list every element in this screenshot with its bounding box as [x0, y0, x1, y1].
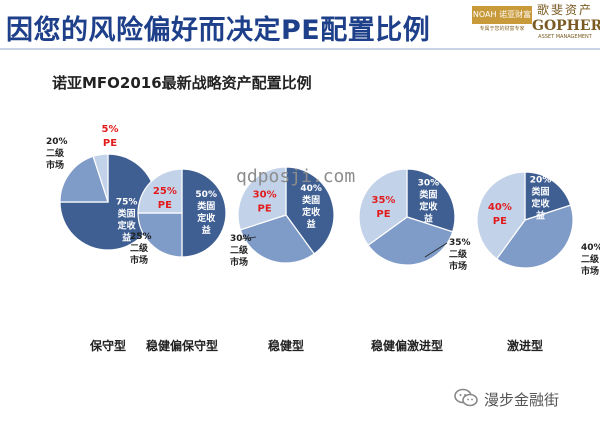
secondary-market-label-0: 25%	[130, 232, 152, 242]
pie-slice-fixed-income	[59, 153, 157, 251]
fixed-income-label-0: 75%	[116, 198, 138, 208]
noah-logo: NOAH 诺亚财富 专属于您的财富专家	[472, 6, 532, 46]
pe-value-label: 40%	[488, 202, 512, 213]
category-label: 稳健型	[268, 338, 304, 353]
category-label: 稳健偏激进型	[371, 338, 443, 353]
fixed-income-label-3: 益	[307, 218, 316, 230]
secondary-market-label-1: 二级	[581, 253, 600, 265]
pie-slice-pe	[92, 153, 109, 203]
watermark-text: qdposji.com	[236, 166, 356, 187]
pe-name-label: PE	[258, 203, 272, 214]
pie-slice-pe	[137, 168, 183, 214]
chart-subtitle: 诺亚MFO2016最新战略资产配置比例	[52, 74, 312, 92]
category-label: 稳健偏保守型	[146, 338, 218, 353]
pie-slice-fixed-income	[406, 168, 456, 233]
pe-name-label: PE	[158, 200, 172, 211]
pie-slice-fixed-income	[181, 168, 227, 258]
fixed-income-label-0: 40%	[300, 184, 322, 194]
pie-slice-secondary-market	[495, 204, 574, 269]
gopher-logo-cn: 歌斐资产	[536, 3, 593, 17]
wechat-icon	[454, 388, 478, 407]
pie-slice-pe	[237, 166, 287, 231]
secondary-market-label-0: 30%	[230, 234, 252, 244]
fixed-income-label-0: 20%	[530, 176, 552, 186]
wechat-footer: 漫步金融街	[454, 386, 594, 414]
fixed-income-label-1: 类固	[532, 186, 550, 198]
pie-slice-fixed-income	[285, 166, 335, 255]
pe-value-label: 5%	[102, 124, 119, 135]
fixed-income-label-3: 益	[536, 210, 545, 222]
secondary-market-label-2: 市场	[46, 159, 64, 171]
pe-value-label: 35%	[372, 195, 396, 206]
fixed-income-label-2: 定收	[301, 206, 320, 218]
secondary-market-label-0: 40%	[581, 243, 600, 253]
category-label: 激进型	[507, 338, 543, 353]
leader-line	[241, 236, 257, 240]
fixed-income-label-0: 50%	[195, 190, 217, 200]
pie-slice-secondary-market	[59, 155, 109, 203]
pe-name-label: PE	[493, 216, 507, 227]
pie-slice-secondary-market	[137, 212, 183, 258]
gopher-logo-sub: ASSET MANAGEMENT	[538, 34, 592, 40]
pe-name-label: PE	[103, 138, 117, 149]
noah-logo-tagline: 专属于您的财富专家	[479, 26, 525, 32]
wechat-account-label: 漫步金融街	[484, 391, 560, 409]
fixed-income-label-0: 30%	[418, 178, 440, 188]
secondary-market-label-1: 二级	[449, 248, 468, 260]
pie-chart-4	[358, 168, 456, 266]
noah-logo-mark: NOAH 诺亚财富	[472, 6, 532, 24]
fixed-income-label-3: 益	[424, 212, 433, 224]
pie-slice-secondary-market	[239, 214, 316, 264]
fixed-income-label-3: 益	[122, 232, 131, 244]
gopher-logo: 歌斐资产 GOPHER ASSET MANAGEMENT	[532, 2, 600, 41]
pie-chart-3	[237, 166, 335, 264]
fixed-income-label-2: 定收	[531, 198, 550, 210]
pe-value-label: 30%	[253, 189, 277, 200]
gopher-logo-en: GOPHER	[532, 18, 600, 34]
pie-chart-1	[59, 153, 157, 251]
pie-chart-2	[137, 168, 227, 258]
leader-line	[424, 242, 448, 258]
secondary-market-label-0: 20%	[46, 137, 68, 147]
page-title: 因您的风险偏好而决定PE配置比例	[6, 15, 431, 46]
secondary-market-label-1: 二级	[230, 244, 249, 256]
fixed-income-label-2: 定收	[418, 200, 437, 212]
pie-slice-fixed-income	[524, 171, 572, 221]
fixed-income-label-1: 类固	[197, 200, 215, 212]
fixed-income-label-1: 类固	[118, 208, 136, 220]
secondary-market-label-2: 市场	[130, 254, 148, 266]
secondary-market-label-2: 市场	[230, 256, 248, 268]
fixed-income-label-2: 定收	[117, 220, 136, 232]
secondary-market-label-0: 35%	[449, 238, 471, 248]
fixed-income-label-2: 定收	[196, 212, 215, 224]
fixed-income-label-1: 类固	[302, 194, 320, 206]
secondary-market-label-1: 二级	[130, 242, 149, 254]
fixed-income-label-1: 类固	[419, 188, 437, 200]
title-divider	[0, 48, 600, 50]
pie-chart-5	[476, 171, 574, 269]
secondary-market-label-2: 市场	[449, 260, 467, 272]
pie-slice-pe	[476, 171, 526, 260]
category-label: 保守型	[89, 338, 126, 353]
secondary-market-label-2: 市场	[581, 265, 599, 277]
pe-value-label: 25%	[153, 186, 177, 197]
pe-name-label: PE	[376, 209, 390, 220]
fixed-income-label-3: 益	[202, 224, 211, 236]
pie-slice-pe	[358, 168, 408, 247]
secondary-market-label-1: 二级	[46, 147, 65, 159]
